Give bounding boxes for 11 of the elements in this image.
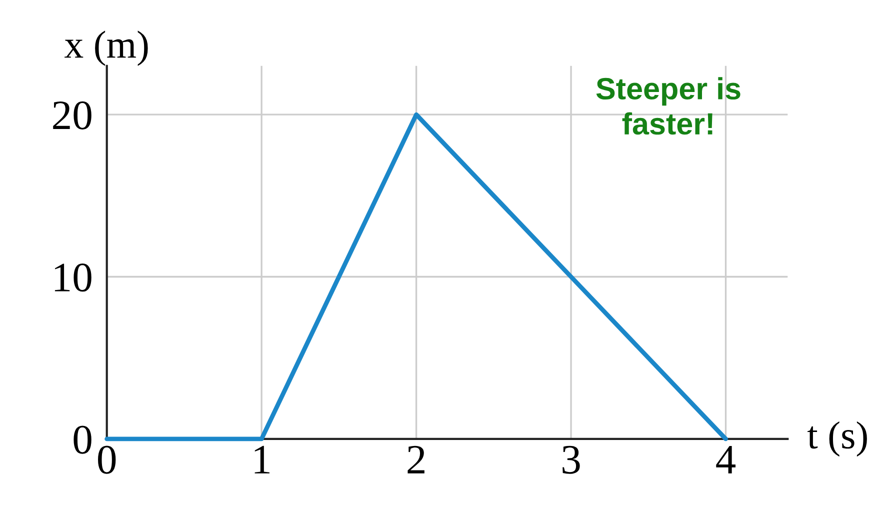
annotation: Steeper is faster! (596, 77, 740, 135)
x-axis-title: t (s) (807, 421, 867, 457)
x-tick-label: 3 (562, 446, 580, 474)
y-tick-label: 0 (74, 426, 92, 454)
x-tick-label: 1 (254, 446, 270, 474)
y-tick-label: 20 (53, 101, 92, 130)
y-tick-label: 10 (54, 264, 92, 292)
y-axis-title: x (m) (64, 30, 148, 66)
x-tick-label: 0 (98, 446, 116, 474)
x-tick-label: 2 (408, 446, 424, 474)
x-tick-label: 4 (716, 446, 736, 474)
